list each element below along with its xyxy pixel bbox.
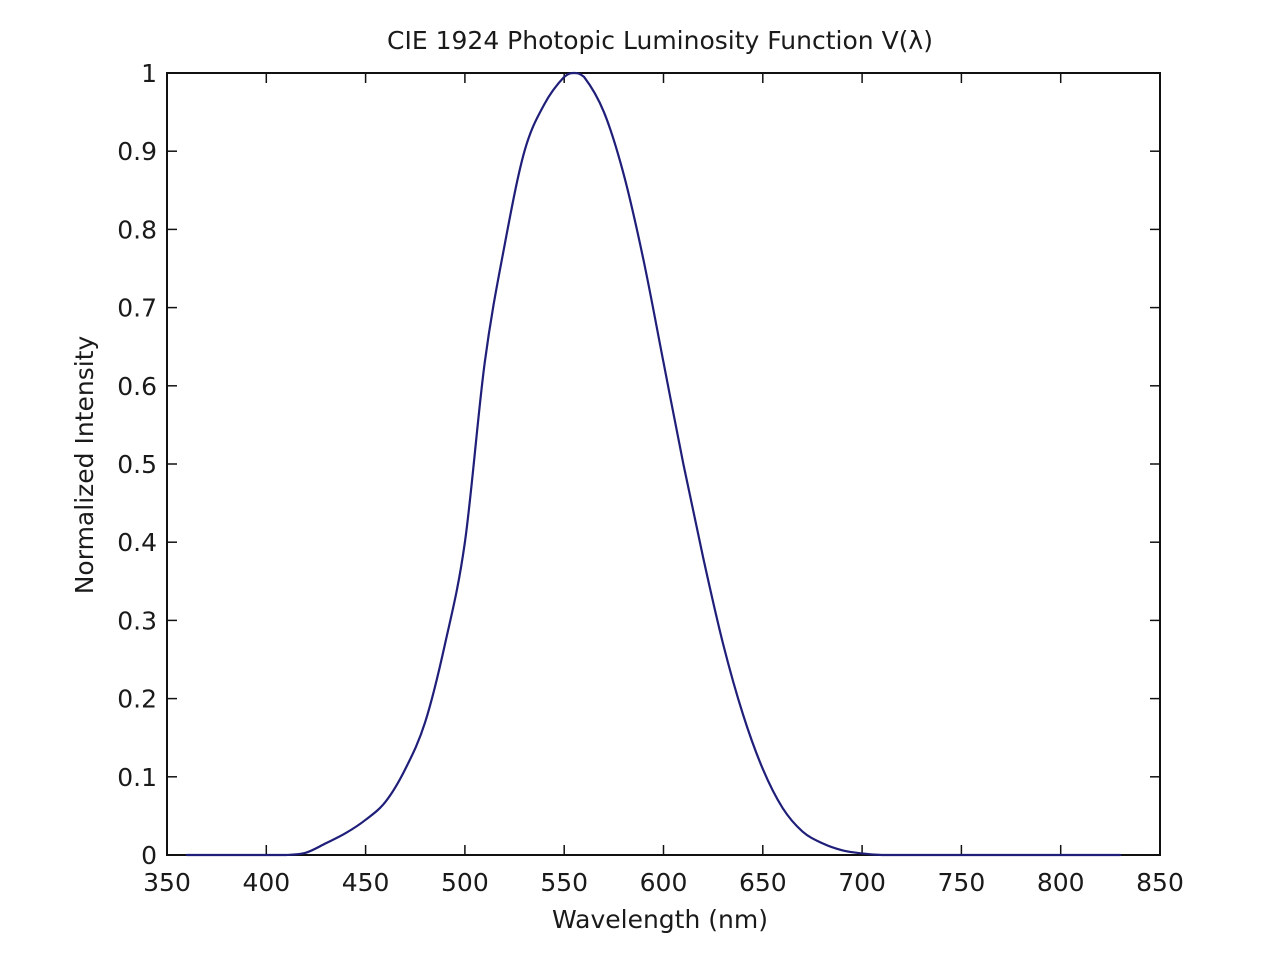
y-tick-label: 0 [141,841,157,870]
x-tick-label: 500 [441,868,489,897]
x-tick-label: 550 [540,868,588,897]
y-tick-label: 0.3 [117,606,157,635]
y-tick-label: 0.1 [117,763,157,792]
chart-title: CIE 1924 Photopic Luminosity Function V(… [387,26,933,55]
tick-marks [166,72,1161,856]
y-tick-label: 0.9 [117,137,157,166]
y-tick-label: 0.7 [117,294,157,323]
y-tick-label: 0.8 [117,215,157,244]
y-tick-label: 0.4 [117,528,157,557]
x-axis-title: Wavelength (nm) [552,905,768,934]
x-tick-label: 400 [242,868,290,897]
x-tick-label: 600 [640,868,688,897]
plot-area [166,72,1161,856]
y-tick-label: 0.6 [117,372,157,401]
series-line [185,71,1122,857]
y-tick-label: 1 [141,59,157,88]
x-tick-label: 350 [143,868,191,897]
y-tick-label: 0.5 [117,450,157,479]
x-tick-label: 750 [938,868,986,897]
y-tick-labels: 0 0.1 0.2 0.3 0.4 0.5 0.6 0.7 0.8 0.9 1 [117,59,157,870]
y-tick-label: 0.2 [117,685,157,714]
x-tick-label: 450 [342,868,390,897]
x-tick-label: 650 [739,868,787,897]
x-tick-labels: 350 400 450 500 550 600 650 700 750 800 850 [143,868,1184,897]
x-tick-label: 800 [1037,868,1085,897]
x-tick-label: 700 [838,868,886,897]
x-tick-label: 850 [1136,868,1184,897]
y-axis-title: Normalized Intensity [70,336,99,595]
